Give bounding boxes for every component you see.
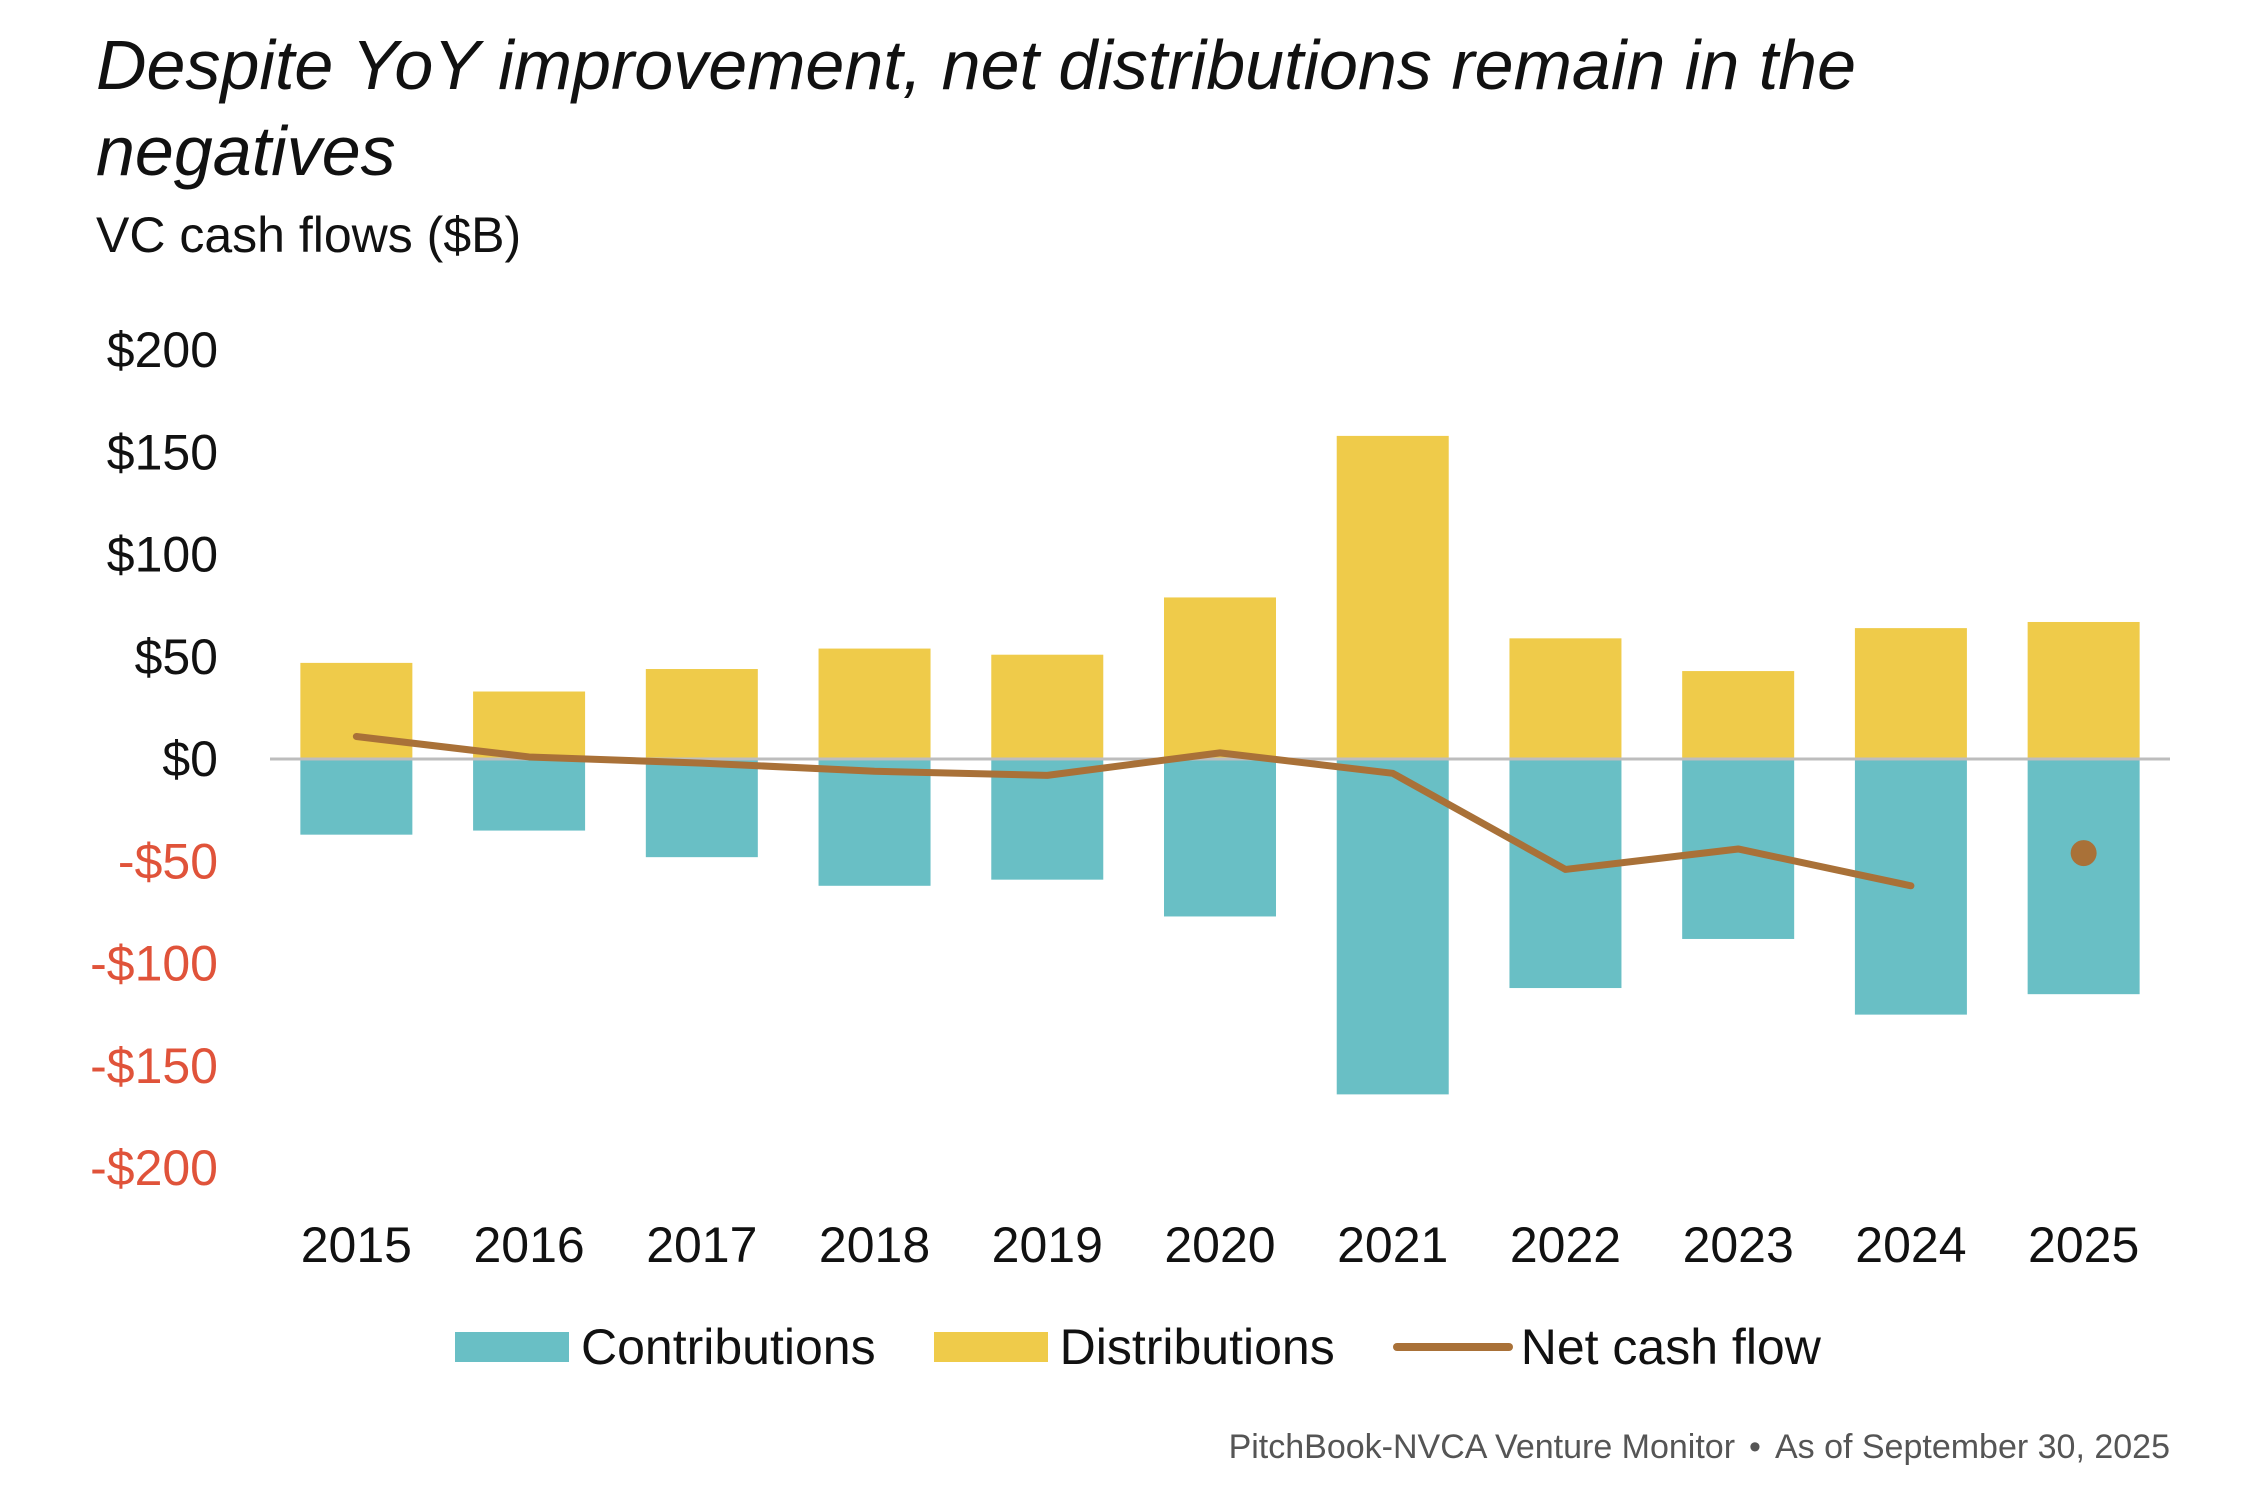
net-cash-flow-swatch <box>1392 1343 1513 1351</box>
legend-label-net-cash-flow: Net cash flow <box>1520 1319 1821 1375</box>
legend-label-distributions: Distributions <box>1059 1319 1335 1375</box>
chart-subtitle: VC cash flows ($B) <box>96 207 522 263</box>
legend-label-contributions: Contributions <box>581 1319 876 1375</box>
contributions-bar <box>1164 759 1276 917</box>
contributions-bar <box>645 759 758 858</box>
legend: Contributions Distributions Net cash flo… <box>455 1312 1879 1382</box>
contributions-bar <box>991 759 1104 880</box>
x-tick-label: 2022 <box>1510 1217 1621 1273</box>
x-tick-label: 2021 <box>1337 1217 1448 1273</box>
x-tick-label: 2019 <box>992 1217 1103 1273</box>
y-tick-label: $100 <box>107 527 218 583</box>
distributions-bar <box>645 669 758 759</box>
y-tick-label: $200 <box>107 322 218 378</box>
distributions-swatch <box>933 1332 1048 1362</box>
x-tick-label: 2018 <box>819 1217 930 1273</box>
x-tick-label: 2023 <box>1683 1217 1794 1273</box>
distributions-bar <box>1336 435 1449 759</box>
net-cash-flow-marker <box>2070 840 2097 867</box>
y-tick-label: $0 <box>162 731 218 787</box>
distributions-bar <box>818 648 931 759</box>
contributions-bar <box>818 759 931 886</box>
y-tick-label: $50 <box>135 629 218 685</box>
distributions-bar <box>1682 671 1795 759</box>
y-axis-ticks: $200 $150 $100 $50 $0 -$50 -$100 -$150 -$200 <box>90 322 218 1196</box>
x-tick-label: 2020 <box>1164 1217 1275 1273</box>
distributions-bar <box>1164 597 1276 759</box>
y-tick-label: -$200 <box>90 1140 218 1196</box>
x-tick-label: 2016 <box>473 1217 584 1273</box>
x-tick-label: 2025 <box>2028 1217 2139 1273</box>
net-cash-flow-layer <box>352 733 2097 890</box>
chart-title: Despite YoY improvement, net distributio… <box>96 26 1857 190</box>
distributions-bar <box>991 654 1104 759</box>
contributions-bar <box>1509 759 1622 989</box>
bars <box>300 435 2140 1095</box>
x-tick-label: 2015 <box>301 1217 412 1273</box>
y-tick-label: -$100 <box>90 936 218 992</box>
legend-item-contributions: Contributions <box>455 1318 876 1376</box>
legend-item-net-cash-flow: Net cash flow <box>1392 1318 1821 1376</box>
distributions-bar <box>1854 628 1967 759</box>
x-tick-label: 2024 <box>1855 1217 1966 1273</box>
contributions-bar <box>2027 759 2140 995</box>
y-tick-label: -$50 <box>118 833 218 889</box>
net-cash-flow-line <box>352 733 1915 890</box>
legend-item-distributions: Distributions <box>933 1318 1335 1376</box>
source-note: PitchBook-NVCA Venture Monitor • As of Sep… <box>1229 1428 2170 1467</box>
contributions-bar <box>473 759 586 831</box>
x-axis-ticks: 2015 2016 2017 2018 2019 2020 2021 2022 2023 2024… <box>301 1217 2140 1273</box>
source-name: PitchBook-NVCA Venture Monitor <box>1228 1428 1736 1466</box>
y-tick-label: -$150 <box>90 1038 218 1094</box>
y-tick-label: $150 <box>107 424 218 480</box>
distributions-bar <box>473 691 586 759</box>
x-tick-label: 2017 <box>646 1217 757 1273</box>
source-separator: • <box>1749 1428 1761 1466</box>
distributions-bar <box>1509 638 1622 759</box>
contributions-bar <box>1336 759 1449 1095</box>
contributions-bar <box>300 759 413 835</box>
distributions-bar <box>2027 621 2140 759</box>
as-of-date: As of September 30, 2025 <box>1774 1428 2170 1466</box>
contributions-swatch <box>455 1332 569 1362</box>
